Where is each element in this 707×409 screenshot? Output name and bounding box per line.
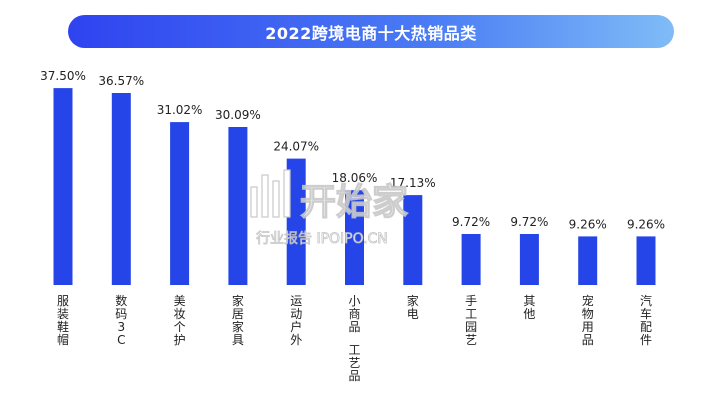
bar-8 bbox=[519, 234, 539, 285]
value-label-1: 36.57% bbox=[98, 74, 144, 88]
value-label-7: 9.72% bbox=[452, 215, 490, 229]
bar-2 bbox=[170, 122, 190, 285]
category-label-4: 运动户外 bbox=[290, 294, 302, 347]
chart-title: 2022跨境电商十大热销品类 bbox=[265, 23, 477, 43]
category-label-6: 家电 bbox=[407, 293, 419, 321]
value-label-6: 17.13% bbox=[390, 176, 436, 190]
value-label-10: 9.26% bbox=[627, 217, 665, 231]
bar-6 bbox=[403, 195, 423, 285]
bar-9 bbox=[578, 236, 598, 285]
value-label-3: 30.09% bbox=[215, 108, 261, 122]
category-label-1: 数码 3 C bbox=[115, 293, 127, 347]
bar-0 bbox=[53, 88, 73, 285]
watermark-sub-text: 行业报告 IPOIPO.CN bbox=[256, 231, 388, 247]
value-label-9: 9.26% bbox=[569, 217, 607, 231]
category-label-10: 汽车配件 bbox=[640, 293, 652, 347]
bar-5 bbox=[345, 190, 364, 285]
value-label-5: 18.06% bbox=[332, 171, 378, 185]
chart-title-banner: 2022跨境电商十大热销品类 bbox=[68, 15, 674, 48]
value-label-8: 9.72% bbox=[510, 215, 548, 229]
category-label-8: 其他 bbox=[523, 294, 535, 321]
bar-1 bbox=[111, 93, 131, 285]
watermark-main-text: 开始家 bbox=[300, 182, 408, 223]
watermark-logo bbox=[250, 169, 291, 218]
category-label-2: 美妆个护 bbox=[174, 294, 186, 347]
bar-7 bbox=[461, 234, 481, 285]
bars-group: 37.50% 服装鞋帽 36.57% 数码 3 C 31.02% 美妆个护 30.09% 家居家具… bbox=[40, 69, 665, 383]
category-label-7: 手工园艺 bbox=[465, 294, 477, 347]
value-label-4: 24.07% bbox=[273, 140, 319, 154]
bar-4 bbox=[286, 158, 306, 285]
bar-10 bbox=[636, 236, 656, 285]
bar-3 bbox=[228, 127, 248, 285]
category-label-0: 服装鞋帽 bbox=[57, 294, 69, 347]
category-label-5: 小商品 工艺品 bbox=[348, 294, 360, 383]
value-label-2: 31.02% bbox=[157, 103, 203, 117]
category-label-3: 家居家具 bbox=[232, 293, 244, 347]
category-label-9: 宠物用品 bbox=[582, 293, 594, 347]
value-label-0: 37.50% bbox=[40, 69, 86, 83]
watermark: 开始家 行业报告 IPOIPO.CN bbox=[250, 169, 409, 247]
